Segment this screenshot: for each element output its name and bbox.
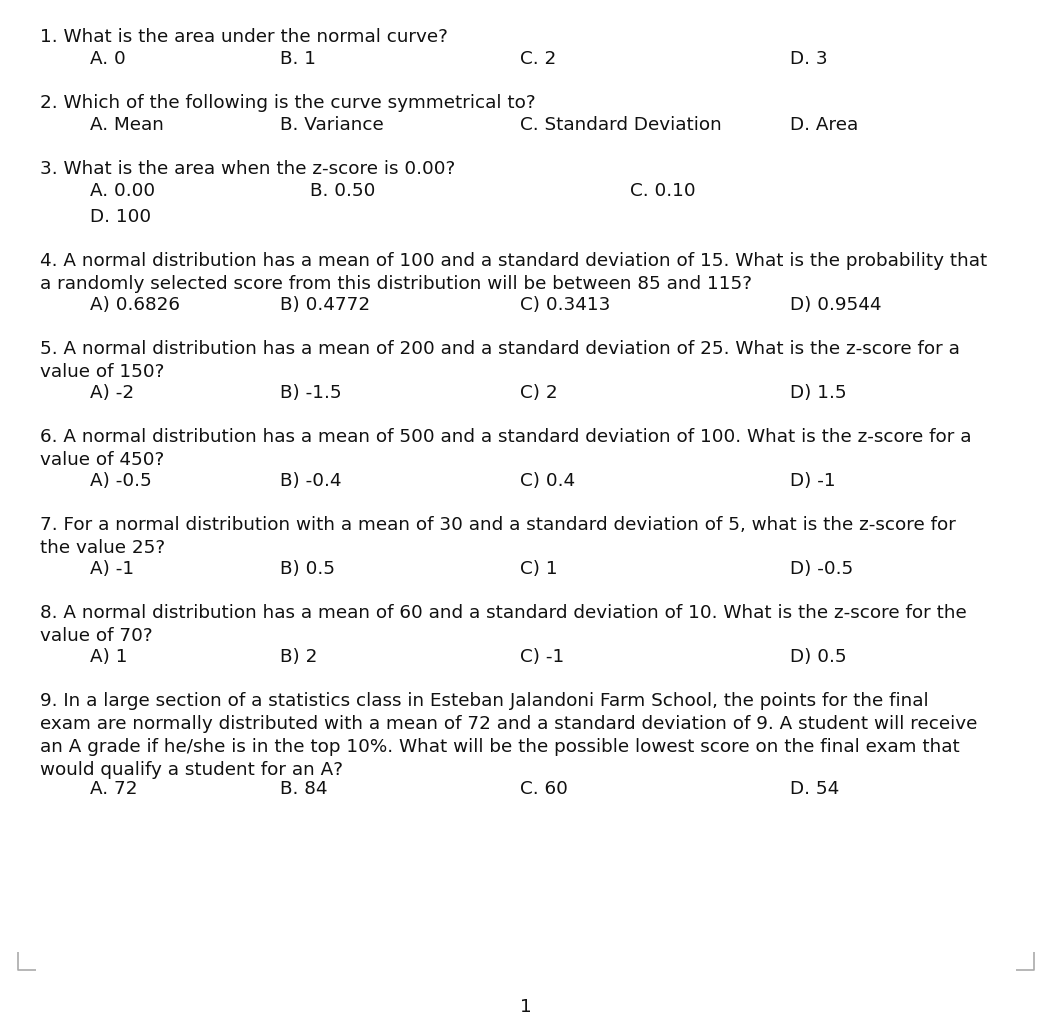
Text: 2. Which of the following is the curve symmetrical to?: 2. Which of the following is the curve s… <box>40 94 535 112</box>
Text: 8. A normal distribution has a mean of 60 and a standard deviation of 10. What i: 8. A normal distribution has a mean of 6… <box>40 604 967 645</box>
Text: D. 3: D. 3 <box>790 50 828 68</box>
Text: 1: 1 <box>520 998 532 1016</box>
Text: D. Area: D. Area <box>790 116 858 134</box>
Text: C) 1: C) 1 <box>520 560 558 578</box>
Text: D) -0.5: D) -0.5 <box>790 560 853 578</box>
Text: B. 84: B. 84 <box>280 780 327 798</box>
Text: B) -0.4: B) -0.4 <box>280 472 342 490</box>
Text: B. 0.50: B. 0.50 <box>310 182 376 200</box>
Text: C. 0.10: C. 0.10 <box>630 182 695 200</box>
Text: B. Variance: B. Variance <box>280 116 384 134</box>
Text: A) -2: A) -2 <box>90 384 134 402</box>
Text: C. 2: C. 2 <box>520 50 557 68</box>
Text: 7. For a normal distribution with a mean of 30 and a standard deviation of 5, wh: 7. For a normal distribution with a mean… <box>40 516 956 557</box>
Text: 1. What is the area under the normal curve?: 1. What is the area under the normal cur… <box>40 28 448 46</box>
Text: C. 60: C. 60 <box>520 780 568 798</box>
Text: D) -1: D) -1 <box>790 472 835 490</box>
Text: 4. A normal distribution has a mean of 100 and a standard deviation of 15. What : 4. A normal distribution has a mean of 1… <box>40 252 987 292</box>
Text: A) 1: A) 1 <box>90 648 127 666</box>
Text: C. Standard Deviation: C. Standard Deviation <box>520 116 722 134</box>
Text: A. 0: A. 0 <box>90 50 126 68</box>
Text: D) 0.5: D) 0.5 <box>790 648 847 666</box>
Text: A. 0.00: A. 0.00 <box>90 182 155 200</box>
Text: C) 0.4: C) 0.4 <box>520 472 575 490</box>
Text: C) 2: C) 2 <box>520 384 558 402</box>
Text: C) -1: C) -1 <box>520 648 564 666</box>
Text: D. 54: D. 54 <box>790 780 839 798</box>
Text: B. 1: B. 1 <box>280 50 316 68</box>
Text: A. 72: A. 72 <box>90 780 138 798</box>
Text: A) -1: A) -1 <box>90 560 134 578</box>
Text: 6. A normal distribution has a mean of 500 and a standard deviation of 100. What: 6. A normal distribution has a mean of 5… <box>40 428 971 469</box>
Text: A) -0.5: A) -0.5 <box>90 472 151 490</box>
Text: 5. A normal distribution has a mean of 200 and a standard deviation of 25. What : 5. A normal distribution has a mean of 2… <box>40 340 959 381</box>
Text: B) 0.4772: B) 0.4772 <box>280 295 370 314</box>
Text: D) 1.5: D) 1.5 <box>790 384 847 402</box>
Text: 9. In a large section of a statistics class in Esteban Jalandoni Farm School, th: 9. In a large section of a statistics cl… <box>40 692 977 779</box>
Text: B) -1.5: B) -1.5 <box>280 384 342 402</box>
Text: A) 0.6826: A) 0.6826 <box>90 295 180 314</box>
Text: C) 0.3413: C) 0.3413 <box>520 295 610 314</box>
Text: D) 0.9544: D) 0.9544 <box>790 295 882 314</box>
Text: 3. What is the area when the z-score is 0.00?: 3. What is the area when the z-score is … <box>40 160 456 177</box>
Text: D. 100: D. 100 <box>90 208 151 226</box>
Text: B) 0.5: B) 0.5 <box>280 560 335 578</box>
Text: B) 2: B) 2 <box>280 648 318 666</box>
Text: A. Mean: A. Mean <box>90 116 164 134</box>
